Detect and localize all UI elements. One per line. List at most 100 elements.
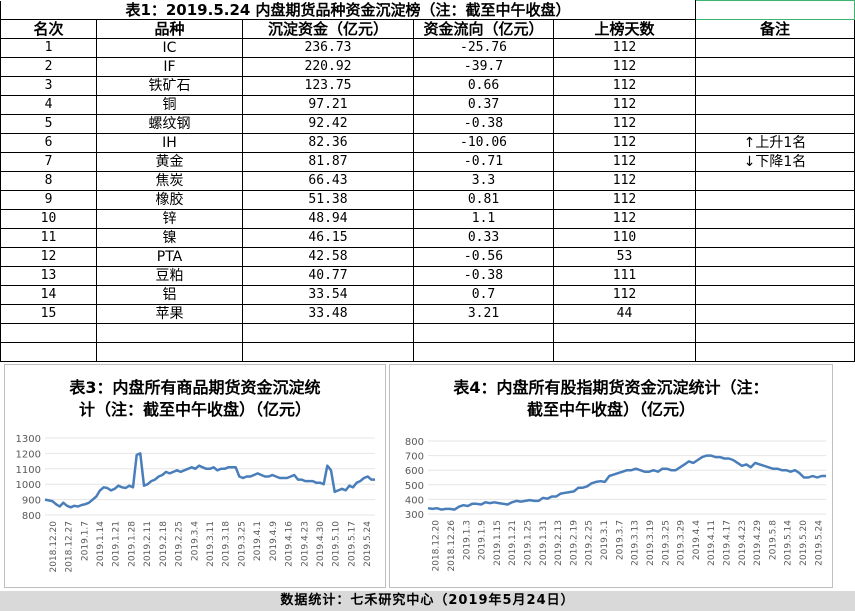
cell-flow[interactable]: 3.21 [413,304,554,324]
cell-note[interactable]: ↓下降1名 [695,152,855,172]
cell-note[interactable] [695,228,855,248]
cell-fund[interactable]: 220.92 [242,57,414,77]
cell-flow[interactable]: 1.1 [413,209,554,229]
cell-note[interactable] [695,342,855,362]
cell-flow[interactable]: -0.38 [413,114,554,134]
cell-rank[interactable]: 2 [0,57,97,77]
cell-name[interactable]: 橡胶 [96,190,243,210]
cell-note[interactable] [695,114,855,134]
cell-days[interactable]: 112 [553,285,696,305]
cell-name[interactable]: PTA [96,247,243,267]
cell-name[interactable]: 锌 [96,209,243,229]
header-days[interactable]: 上榜天数 [553,19,696,39]
cell-name[interactable]: IC [96,38,243,58]
header-flow[interactable]: 资金流向（亿元） [413,19,554,39]
cell-note[interactable] [695,304,855,324]
cell-flow[interactable]: 0.33 [413,228,554,248]
cell-days[interactable]: 112 [553,76,696,96]
cell-days[interactable]: 112 [553,133,696,153]
cell-fund[interactable]: 66.43 [242,171,414,191]
cell-fund[interactable]: 33.48 [242,304,414,324]
header-note[interactable]: 备注 [695,19,855,39]
cell-name[interactable]: 黄金 [96,152,243,172]
cell-rank[interactable]: 8 [0,171,97,191]
cell-days[interactable]: 112 [553,171,696,191]
cell-rank[interactable]: 15 [0,304,97,324]
cell-note[interactable] [695,323,855,343]
cell-fund[interactable]: 40.77 [242,266,414,286]
cell-flow[interactable]: -0.71 [413,152,554,172]
cell-days[interactable] [553,323,696,343]
cell-fund[interactable]: 97.21 [242,95,414,115]
cell-note[interactable] [695,247,855,267]
cell-days[interactable]: 112 [553,38,696,58]
header-fund[interactable]: 沉淀资金（亿元） [242,19,414,39]
cell-flow[interactable]: 0.81 [413,190,554,210]
header-name[interactable]: 品种 [96,19,243,39]
cell-flow[interactable]: -10.06 [413,133,554,153]
cell-name[interactable]: IF [96,57,243,77]
cell-fund[interactable]: 42.58 [242,247,414,267]
cell-days[interactable]: 112 [553,57,696,77]
cell-days[interactable]: 110 [553,228,696,248]
cell-fund[interactable]: 51.38 [242,190,414,210]
cell-name[interactable]: 铝 [96,285,243,305]
cell-fund[interactable] [242,323,414,343]
cell-name[interactable] [96,323,243,343]
cell-rank[interactable]: 14 [0,285,97,305]
cell-rank[interactable]: 13 [0,266,97,286]
cell-rank[interactable]: 7 [0,152,97,172]
cell-rank[interactable]: 9 [0,190,97,210]
cell-days[interactable]: 111 [553,266,696,286]
cell-rank[interactable]: 10 [0,209,97,229]
cell-note[interactable] [695,38,855,58]
cell-fund[interactable]: 48.94 [242,209,414,229]
cell-rank[interactable]: 12 [0,247,97,267]
cell-name[interactable]: 焦炭 [96,171,243,191]
cell-fund[interactable] [242,342,414,362]
cell-fund[interactable]: 33.54 [242,285,414,305]
cell-name[interactable]: 铜 [96,95,243,115]
cell-name[interactable]: 铁矿石 [96,76,243,96]
cell-rank[interactable] [0,342,97,362]
header-rank[interactable]: 名次 [0,19,97,39]
cell-name[interactable]: 苹果 [96,304,243,324]
cell-days[interactable]: 112 [553,152,696,172]
cell-note[interactable] [695,76,855,96]
cell-flow[interactable] [413,342,554,362]
cell-rank[interactable]: 4 [0,95,97,115]
cell-flow[interactable]: -0.56 [413,247,554,267]
cell-rank[interactable]: 1 [0,38,97,58]
cell-rank[interactable]: 6 [0,133,97,153]
cell-name[interactable]: 镍 [96,228,243,248]
cell-fund[interactable]: 123.75 [242,76,414,96]
cell-rank[interactable]: 11 [0,228,97,248]
cell-fund[interactable]: 81.87 [242,152,414,172]
cell-fund[interactable]: 92.42 [242,114,414,134]
cell-name[interactable] [96,342,243,362]
cell-days[interactable]: 53 [553,247,696,267]
cell-note[interactable] [695,95,855,115]
cell-note[interactable] [695,266,855,286]
cell-flow[interactable]: 0.37 [413,95,554,115]
cell-fund[interactable]: 46.15 [242,228,414,248]
cell-note[interactable] [695,190,855,210]
cell-flow[interactable]: 3.3 [413,171,554,191]
cell-days[interactable]: 112 [553,190,696,210]
cell-name[interactable]: 豆粕 [96,266,243,286]
cell-rank[interactable] [0,323,97,343]
cell-rank[interactable]: 3 [0,76,97,96]
cell-days[interactable]: 112 [553,209,696,229]
cell-days[interactable]: 112 [553,114,696,134]
cell-note[interactable] [695,209,855,229]
empty-cell[interactable] [695,0,855,20]
cell-flow[interactable]: 0.7 [413,285,554,305]
cell-note[interactable] [695,57,855,77]
cell-name[interactable]: 螺纹钢 [96,114,243,134]
cell-days[interactable]: 112 [553,95,696,115]
cell-note[interactable] [695,285,855,305]
cell-flow[interactable] [413,323,554,343]
cell-rank[interactable]: 5 [0,114,97,134]
cell-name[interactable]: IH [96,133,243,153]
cell-fund[interactable]: 236.73 [242,38,414,58]
